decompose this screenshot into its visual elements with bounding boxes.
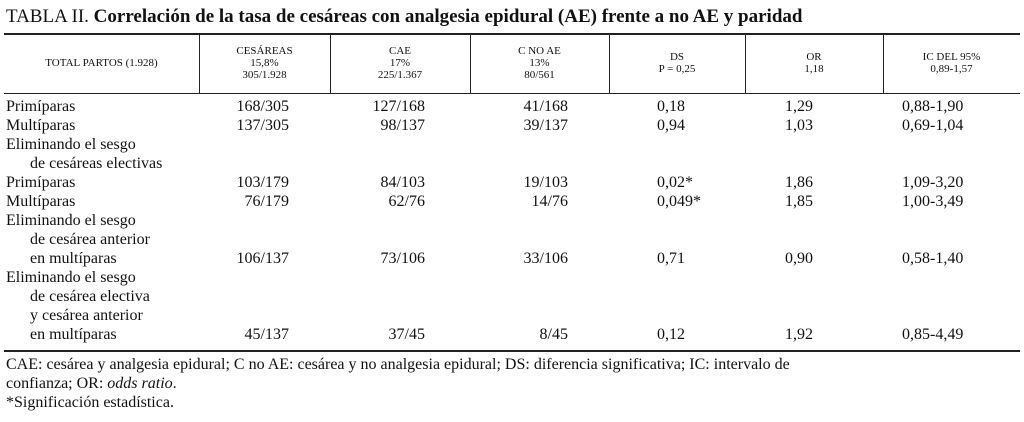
header-cell: 0,89-1,57 (930, 63, 973, 75)
cell: 41/168 (523, 98, 568, 115)
cell: 39/137 (523, 117, 568, 134)
cell: 98/137 (380, 117, 425, 134)
cell: 1,85 (785, 193, 813, 210)
cell: 0,69-1,04 (902, 117, 964, 134)
cell: 0,88-1,90 (902, 98, 964, 115)
cell: 137/305 (236, 117, 289, 134)
row-label: Multíparas (6, 117, 76, 134)
header-cell: CESÁREAS (236, 45, 293, 57)
column-rule (883, 35, 884, 93)
cell: 73/106 (380, 250, 425, 267)
cell: 14/76 (531, 193, 568, 210)
title-label: TABLA II. (6, 6, 89, 27)
note: *Significación estadística. (6, 394, 174, 411)
cell: 0,18 (657, 98, 685, 115)
row-label: de cesárea anterior (30, 231, 150, 248)
row-label: en multíparas (30, 250, 117, 267)
header-cell: OR (806, 51, 822, 63)
cell: 33/106 (523, 250, 568, 267)
cell: 168/305 (236, 98, 289, 115)
header-cell: 15,8% (250, 57, 279, 69)
cell: 8/45 (539, 326, 568, 343)
note: CAE: cesárea y analgesia epidural; C no … (6, 356, 790, 373)
header-cell: DS (669, 51, 685, 63)
cell: 127/168 (372, 98, 425, 115)
cell: 106/137 (236, 250, 289, 267)
header-cell: 225/1.367 (377, 69, 423, 81)
header-cell: CAE (389, 45, 411, 57)
row-label: Eliminando el sesgo (6, 136, 136, 153)
cell: 0,85-4,49 (902, 326, 964, 343)
cell: 1,92 (785, 326, 813, 343)
rule (4, 93, 1020, 94)
cell: 0,049* (657, 193, 701, 210)
cell: 1,03 (785, 117, 813, 134)
cell: 1,86 (785, 174, 813, 191)
column-rule (745, 35, 746, 93)
cell: 76/179 (244, 193, 289, 210)
row-label: Eliminando el sesgo (6, 269, 136, 286)
row-label: Primíparas (6, 98, 76, 115)
cell: 0,02* (657, 174, 693, 191)
column-rule (470, 35, 471, 93)
cell: 0,94 (657, 117, 685, 134)
row-label: Multíparas (6, 193, 76, 210)
cell: 37/45 (388, 326, 425, 343)
rule (4, 33, 1020, 35)
cell: 19/103 (523, 174, 568, 191)
cell: 62/76 (388, 193, 425, 210)
row-label: de cesárea electiva (30, 288, 150, 305)
note: confianza; OR: odds ratio. (6, 374, 177, 393)
header-cell: IC DEL 95% (922, 51, 981, 63)
header-cell: 1,18 (804, 63, 824, 75)
header-cell: P = 0,25 (658, 63, 696, 75)
header-cell: C NO AE (518, 45, 561, 57)
row-label: y cesárea anterior (30, 307, 143, 324)
row-label: de cesáreas electivas (30, 155, 163, 172)
row-label: en multíparas (30, 326, 117, 343)
column-rule (609, 35, 610, 93)
row-label: Primíparas (6, 174, 76, 191)
note-part: . (172, 375, 177, 392)
cell: 0,12 (657, 326, 685, 343)
header-cell: TOTAL PARTOS (1.928) (45, 57, 158, 69)
column-rule (330, 35, 331, 93)
cell: 1,09-3,20 (902, 174, 964, 191)
header-cell: 13% (529, 57, 550, 69)
title-text: Correlación de la tasa de cesáreas con a… (93, 6, 803, 27)
header-cell: 17% (389, 57, 411, 69)
header-cell: 80/561 (524, 69, 555, 81)
cell: 0,90 (785, 250, 813, 267)
cell: 45/137 (244, 326, 289, 343)
cell: 1,00-3,49 (902, 193, 964, 210)
row-label: Eliminando el sesgo (6, 212, 136, 229)
column-rule (199, 35, 200, 93)
cell: 84/103 (380, 174, 425, 191)
cell: 103/179 (236, 174, 289, 191)
note-part: confianza; OR: (6, 375, 108, 392)
header-cell: 305/1.928 (242, 69, 287, 81)
cell: 1,29 (785, 98, 813, 115)
cell: 0,71 (657, 250, 685, 267)
note-part: odds ratio (107, 375, 173, 392)
rule (4, 350, 1020, 352)
cell: 0,58-1,40 (902, 250, 964, 267)
title: TABLA II. Correlación de la tasa de cesá… (6, 6, 802, 28)
